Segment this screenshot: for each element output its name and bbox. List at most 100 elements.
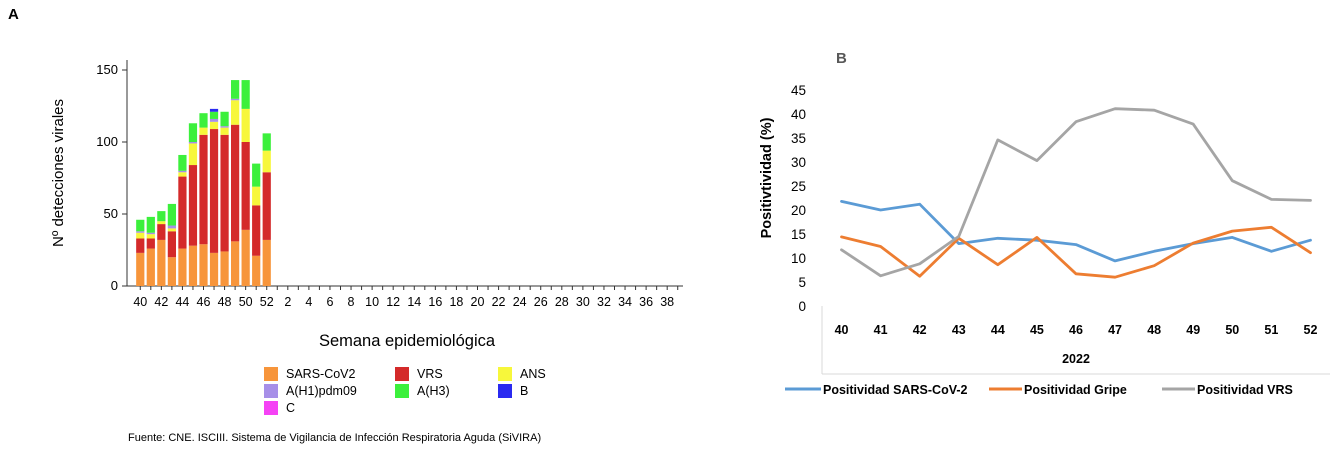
bar-segment [136, 231, 145, 233]
x-tick-label: 46 [1069, 323, 1083, 337]
legend-label: ANS [520, 367, 546, 381]
bar-segment [262, 150, 271, 173]
bar-segment [146, 234, 155, 239]
bar-segment [209, 121, 219, 130]
bar-segment [209, 129, 219, 253]
bar-segment [231, 241, 240, 286]
x-tick-label: 45 [1030, 323, 1044, 337]
bar-segment [209, 108, 219, 112]
x-tick-label: 43 [952, 323, 966, 337]
x-tick-label: 41 [874, 323, 888, 337]
legend-swatch [395, 367, 409, 381]
y-axis-title: Nº detecciones virales [50, 99, 67, 247]
bar-segment [136, 219, 145, 232]
bar-segment [146, 248, 155, 286]
bar-segment [199, 113, 208, 128]
source-note: Fuente: CNE. ISCIII. Sistema de Vigilanc… [128, 432, 541, 444]
x-tick-label: 47 [1108, 323, 1122, 337]
legend-label: Positividad SARS-CoV-2 [823, 383, 968, 397]
bar-segment [178, 176, 187, 249]
x-tick-label: 44 [175, 295, 189, 309]
bar-segment [209, 252, 219, 286]
x-tick-label: 30 [576, 295, 590, 309]
x-tick-label: 4 [305, 295, 312, 309]
y-axis-title: Positivtividad (%) [759, 117, 775, 238]
x-tick-label: 14 [407, 295, 421, 309]
y-tick-label: 50 [104, 206, 118, 221]
x-tick-label: 52 [1304, 323, 1318, 337]
panel-a-label: A [8, 6, 19, 23]
x-tick-label: 44 [991, 323, 1005, 337]
y-tick-label: 35 [791, 131, 806, 146]
bar-segment [241, 108, 250, 142]
y-tick-label: 40 [791, 107, 806, 122]
bar-segment [220, 127, 229, 135]
x-tick-label: 10 [365, 295, 379, 309]
bar-segment [252, 205, 261, 256]
x-tick-label: 42 [154, 295, 168, 309]
bar-segment [209, 118, 219, 122]
x-tick-label: 49 [1186, 323, 1200, 337]
legend-label: A(H3) [417, 384, 450, 398]
legend-label: A(H1)pdm09 [286, 384, 357, 398]
bar-segment [262, 133, 271, 151]
bar-segment [167, 228, 176, 232]
legend-label: Positividad Gripe [1024, 383, 1127, 397]
y-tick-label: 100 [96, 134, 118, 149]
bar-segment [241, 142, 250, 230]
bar-segment [262, 239, 271, 286]
panel-b-label: B [836, 50, 847, 67]
x-tick-label: 26 [534, 295, 548, 309]
x-tick-label: 36 [639, 295, 653, 309]
legend-swatch [498, 367, 512, 381]
bar-segment [146, 216, 155, 233]
bar-segment [178, 248, 187, 286]
bar-segment [136, 238, 145, 253]
legend-swatch [264, 384, 278, 398]
x-axis-group-label: 2022 [1062, 352, 1090, 366]
bar-segment [188, 142, 198, 144]
bar-segment [146, 238, 155, 249]
x-tick-label: 18 [449, 295, 463, 309]
bar-segment [136, 252, 145, 286]
bar-segment [220, 111, 229, 127]
x-tick-label: 34 [618, 295, 632, 309]
bar-segment [231, 100, 240, 125]
y-tick-label: 5 [798, 275, 806, 290]
x-tick-label: 52 [260, 295, 274, 309]
bar-segment [252, 186, 261, 206]
legend-swatch [264, 401, 278, 415]
bar-segment [167, 203, 176, 226]
legend-label: Positividad VRS [1197, 383, 1293, 397]
bar-segment [167, 231, 176, 258]
x-tick-label: 24 [513, 295, 527, 309]
bar-segment [252, 163, 261, 187]
bar-segment [157, 224, 166, 240]
bar-segment [136, 232, 145, 239]
bar-segment [167, 257, 176, 286]
bar-segment [167, 225, 176, 229]
bar-segment [157, 221, 166, 225]
bar-segment [188, 123, 198, 142]
x-tick-label: 12 [386, 295, 400, 309]
y-tick-label: 10 [791, 251, 806, 266]
y-tick-label: 45 [791, 83, 806, 98]
x-tick-label: 40 [835, 323, 849, 337]
bar-segment [199, 134, 208, 245]
y-tick-label: 150 [96, 62, 118, 77]
bar-segment [178, 172, 187, 177]
x-tick-label: 20 [471, 295, 485, 309]
bar-segment [241, 80, 250, 109]
x-tick-label: 48 [1147, 323, 1161, 337]
bar-segment [231, 80, 240, 99]
series-line [840, 199, 1312, 263]
x-tick-label: 16 [428, 295, 442, 309]
y-tick-label: 0 [798, 299, 806, 314]
x-tick-label: 2 [284, 295, 291, 309]
x-tick-label: 51 [1264, 323, 1278, 337]
x-tick-label: 28 [555, 295, 569, 309]
bar-segment [146, 232, 155, 235]
bar-segment [178, 154, 187, 171]
bar-segment [199, 244, 208, 286]
